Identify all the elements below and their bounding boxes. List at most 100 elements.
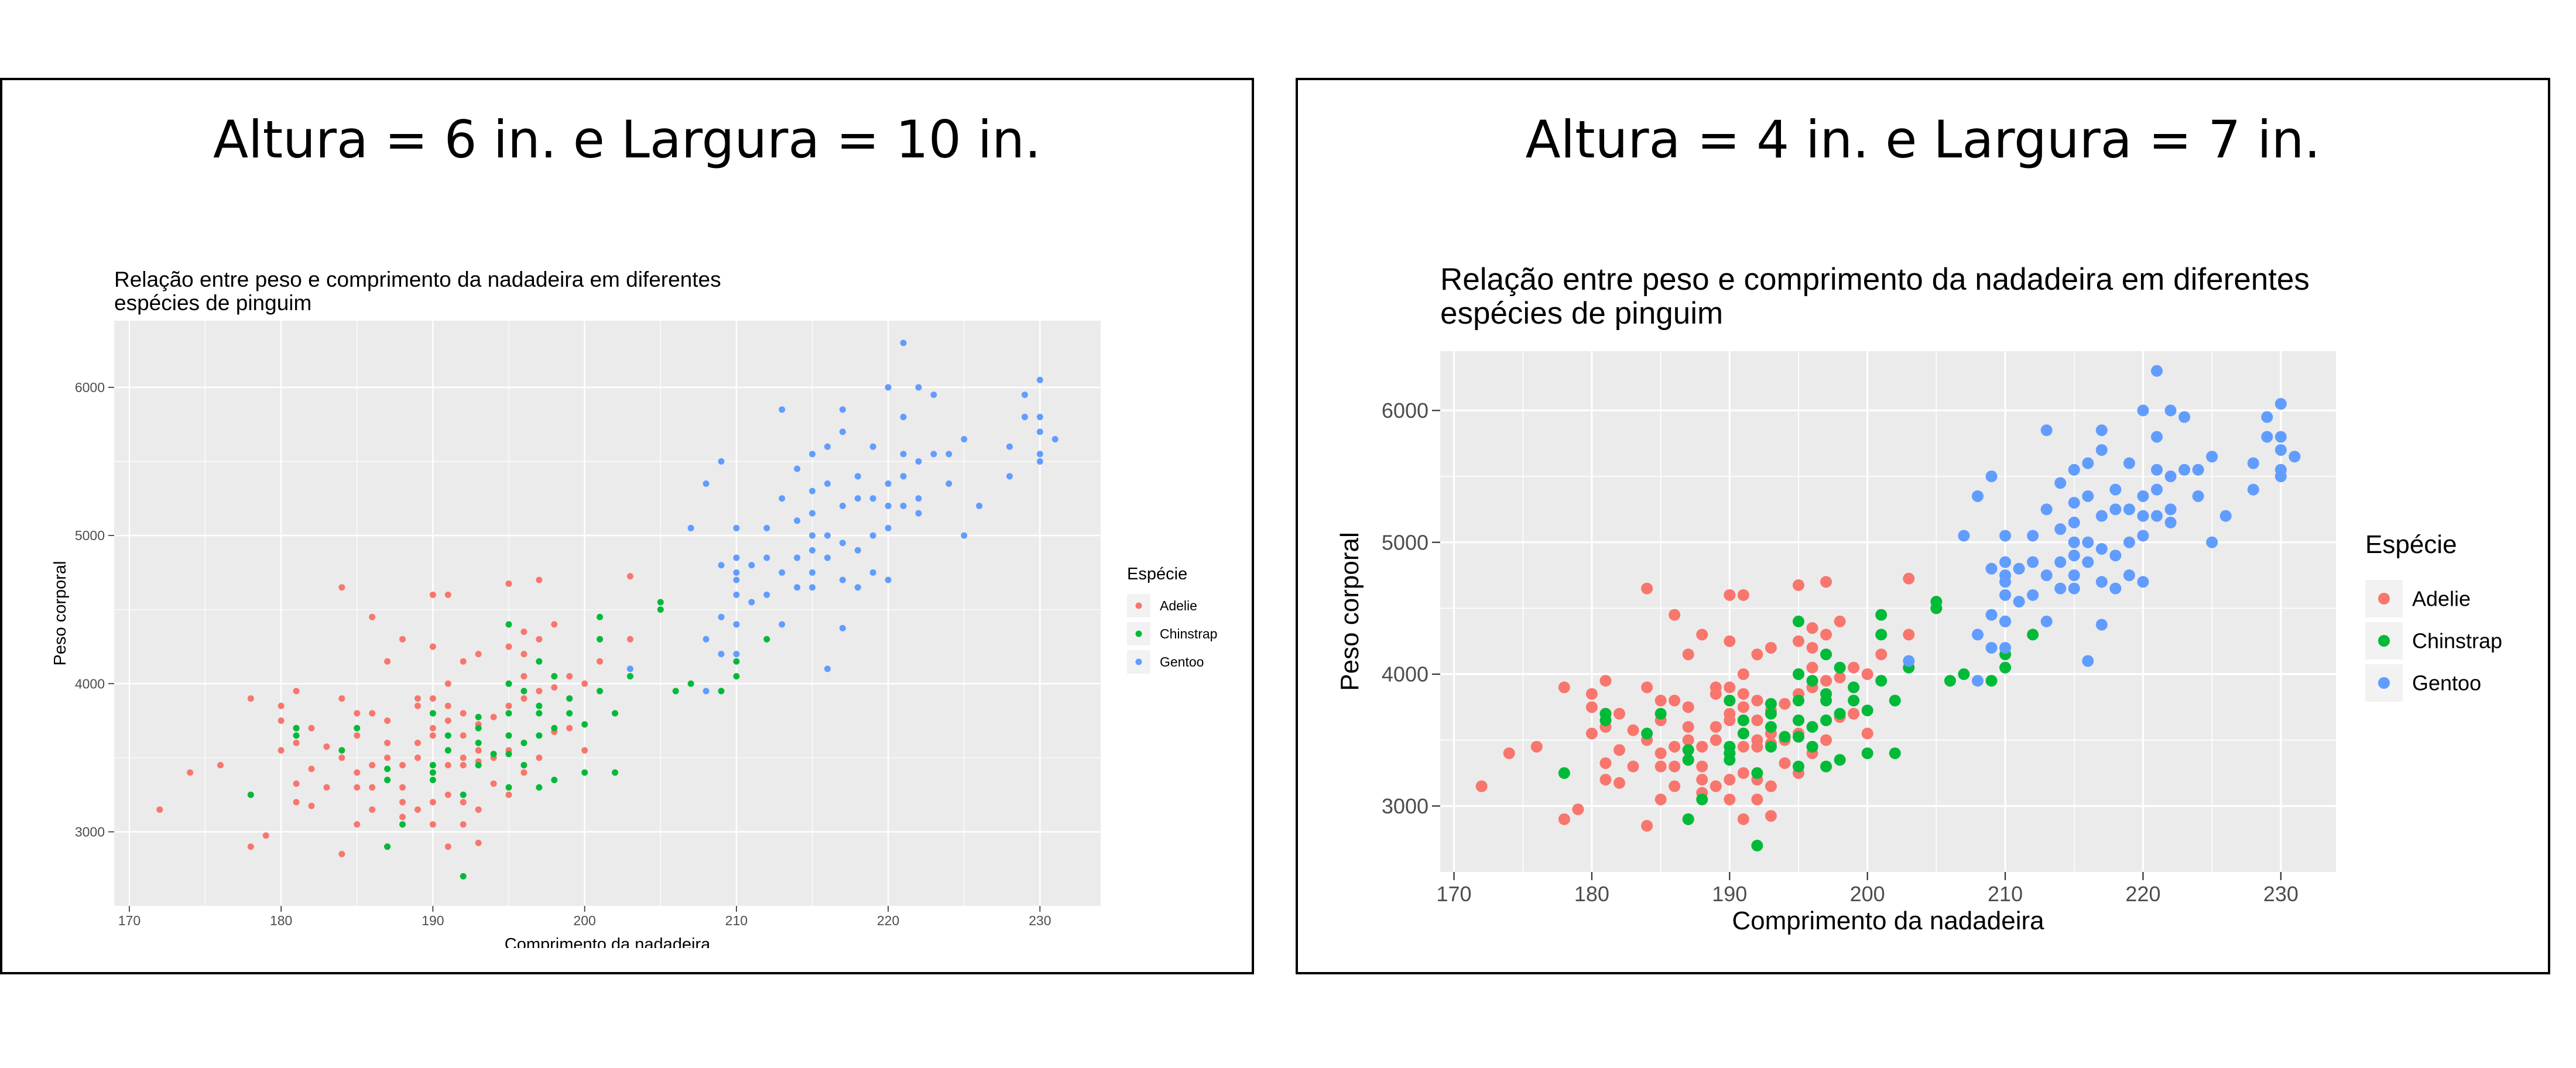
data-point-gentoo (2164, 471, 2177, 483)
data-point-adelie (1724, 681, 1736, 693)
data-point-adelie (1806, 661, 1818, 674)
data-point-adelie (1751, 794, 1763, 806)
data-point-gentoo (961, 532, 968, 539)
data-point-gentoo (2123, 569, 2135, 582)
data-point-gentoo (2206, 536, 2218, 548)
data-point-adelie (429, 732, 436, 739)
data-point-adelie (1737, 740, 1749, 753)
data-point-adelie (505, 791, 512, 798)
panel-heading-right: Altura = 4 in. e Largura = 7 in. (1525, 109, 2321, 170)
data-point-gentoo (839, 540, 846, 547)
data-point-gentoo (2013, 596, 2025, 608)
data-point-adelie (414, 806, 421, 813)
x-tick-label: 210 (1988, 882, 2023, 906)
data-point-gentoo (2178, 463, 2191, 476)
legend-marker-chinstrap (2378, 635, 2390, 647)
y-tick-label: 6000 (75, 380, 105, 395)
data-point-chinstrap (429, 777, 436, 784)
data-point-adelie (323, 743, 330, 750)
data-point-gentoo (779, 495, 786, 502)
data-point-gentoo (2274, 444, 2287, 456)
data-point-chinstrap (1751, 767, 1763, 779)
data-point-gentoo (900, 473, 907, 480)
plot-panel (1440, 351, 2336, 872)
data-point-adelie (444, 791, 451, 798)
data-point-chinstrap (293, 724, 300, 732)
data-point-gentoo (2095, 576, 2108, 588)
data-point-gentoo (915, 495, 922, 502)
data-point-chinstrap (384, 777, 391, 784)
data-point-gentoo (2164, 503, 2177, 516)
data-point-gentoo (930, 451, 937, 458)
x-tick-label: 220 (2125, 882, 2160, 906)
data-point-adelie (1903, 572, 1915, 585)
data-point-gentoo (1021, 392, 1028, 399)
data-point-chinstrap (597, 613, 604, 620)
data-point-adelie (551, 684, 558, 691)
data-point-adelie (505, 643, 512, 650)
data-point-gentoo (703, 480, 710, 487)
data-point-gentoo (2219, 510, 2232, 522)
data-point-adelie (475, 806, 482, 813)
data-point-adelie (369, 761, 376, 768)
data-point-adelie (414, 702, 421, 709)
data-point-adelie (429, 695, 436, 702)
legend-title: Espécie (1127, 565, 1187, 583)
data-point-gentoo (2040, 569, 2053, 582)
data-point-adelie (429, 821, 436, 828)
data-point-gentoo (2054, 523, 2067, 535)
data-point-gentoo (1036, 414, 1043, 421)
data-point-adelie (1875, 648, 1888, 661)
legend-marker-chinstrap (1135, 630, 1142, 637)
data-point-adelie (444, 717, 451, 724)
data-point-gentoo (1972, 629, 1984, 641)
data-point-chinstrap (536, 710, 543, 717)
x-tick-label: 200 (1850, 882, 1885, 906)
data-point-gentoo (2164, 516, 2177, 528)
data-point-gentoo (2068, 497, 2080, 509)
data-point-gentoo (2137, 490, 2149, 502)
data-point-adelie (1779, 757, 1791, 770)
data-point-gentoo (2068, 463, 2080, 476)
data-point-chinstrap (354, 724, 361, 732)
data-point-adelie (262, 832, 269, 839)
data-point-gentoo (2095, 510, 2108, 522)
data-point-gentoo (1999, 556, 2012, 568)
data-point-adelie (1654, 794, 1667, 806)
data-point-adelie (1834, 615, 1846, 627)
data-point-gentoo (2274, 398, 2287, 410)
data-point-adelie (1737, 589, 1749, 601)
data-point-adelie (1765, 810, 1777, 822)
data-point-adelie (1654, 760, 1667, 772)
data-point-adelie (354, 732, 361, 739)
data-point-gentoo (900, 502, 907, 509)
data-point-gentoo (2137, 530, 2149, 542)
data-point-adelie (384, 717, 391, 724)
data-point-chinstrap (566, 710, 573, 717)
data-point-adelie (444, 591, 451, 598)
data-point-chinstrap (1875, 675, 1888, 687)
data-point-chinstrap (1820, 714, 1832, 726)
data-point-gentoo (839, 576, 846, 583)
data-point-adelie (1765, 641, 1777, 654)
data-point-adelie (399, 636, 406, 643)
data-point-chinstrap (551, 777, 558, 784)
data-point-gentoo (885, 576, 892, 583)
data-point-adelie (460, 658, 467, 665)
data-point-chinstrap (733, 673, 740, 680)
data-point-gentoo (733, 576, 740, 583)
x-tick-label: 220 (877, 913, 899, 928)
data-point-gentoo (779, 406, 786, 413)
data-point-gentoo (763, 591, 770, 598)
data-point-gentoo (1999, 589, 2012, 601)
data-point-chinstrap (672, 688, 679, 695)
data-point-adelie (1903, 629, 1915, 641)
data-point-gentoo (1999, 641, 2012, 654)
data-point-gentoo (869, 569, 876, 576)
data-point-gentoo (2151, 483, 2163, 496)
data-point-adelie (429, 643, 436, 650)
data-point-adelie (1669, 780, 1681, 792)
data-point-adelie (293, 780, 300, 787)
x-axis-label: Comprimento da nadadeira (505, 935, 711, 948)
data-point-chinstrap (1834, 708, 1846, 720)
